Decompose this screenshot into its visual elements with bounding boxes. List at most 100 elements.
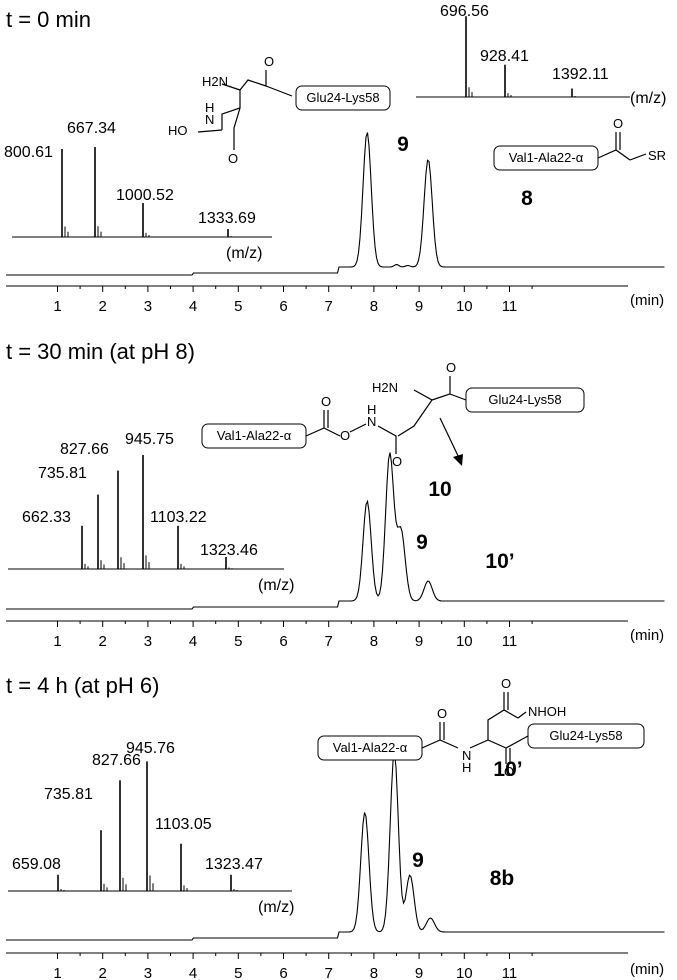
atom-label: N <box>462 748 471 763</box>
time-axis-tick-label: 11 <box>502 298 518 315</box>
time-axis-tick-label: 6 <box>279 633 287 650</box>
ms-peak-label: 659.08 <box>12 856 61 873</box>
chromatogram-trace <box>6 752 665 941</box>
time-axis-tick-label: 9 <box>415 965 423 980</box>
panel-title: t = 4 h (at pH 6) <box>6 673 159 698</box>
ms-peak-label: 1103.22 <box>150 509 207 526</box>
time-axis-unit: (min) <box>630 627 664 644</box>
peak-label-9: 9 <box>397 133 409 156</box>
chromatogram-trace <box>6 452 665 610</box>
atom-label: O <box>228 151 238 166</box>
time-axis-tick-label: 9 <box>415 633 423 650</box>
time-axis-tick-label: 4 <box>189 298 197 315</box>
time-axis-tick-label: 2 <box>99 965 107 980</box>
time-axis-tick-label: 11 <box>502 633 518 650</box>
ms-peak-label: 667.34 <box>67 120 116 137</box>
peak-label-8: 8 <box>521 187 533 210</box>
time-axis-unit: (min) <box>630 961 664 978</box>
mass-spectrum-left: 800.61 667.34 1000.52 1333.69 (m/z) <box>4 120 272 262</box>
time-axis-tick-label: 1 <box>53 633 61 650</box>
time-axis-tick-label: 10 <box>456 298 473 315</box>
time-axis-tick-label: 4 <box>189 965 197 980</box>
atom-label: O <box>501 676 511 691</box>
atom-label: O <box>321 394 331 409</box>
reaction-arrow <box>439 417 461 461</box>
structure-o-acyl-hydroxamate: Val1-Ala22-α Glu24-Lys58 O O H2N O H N O <box>201 360 585 469</box>
atom-label: H2N <box>202 74 228 89</box>
time-axis-tick-label: 2 <box>99 298 107 315</box>
atom-label: O <box>504 764 514 779</box>
time-axis-tick-label: 1 <box>53 965 61 980</box>
peak-label-10-prime: 10’ <box>493 758 522 781</box>
atom-label: H <box>367 402 376 417</box>
ms-peak-label: 1323.47 <box>205 856 263 873</box>
ms-unit: (m/z) <box>630 90 666 107</box>
chromatogram-trace <box>6 132 665 276</box>
atom-label: O <box>437 706 447 721</box>
atom-label: O <box>340 428 350 443</box>
peak-label-8b: 8b <box>490 867 515 890</box>
panel-t4h: t = 4 h (at pH 6) 1 2 3 4 5 6 7 8 9 10 11 (min) 9 … <box>6 673 665 980</box>
atom-label: H2N <box>372 380 398 395</box>
fragment-label: Val1-Ala22-α <box>509 150 584 165</box>
atom-label: HO <box>168 123 188 138</box>
structure-amide-linked: Val1-Ala22-α Glu24-Lys58 O NHOH O H N O <box>317 676 645 779</box>
time-axis-tick-label: 4 <box>189 633 197 650</box>
peak-label-10: 10 <box>428 478 451 501</box>
panel-t0: t = 0 min 1 2 3 4 5 6 7 8 9 10 11 (min) 9 8 800.61… <box>4 3 666 315</box>
time-axis-tick-label: 6 <box>279 298 287 315</box>
time-axis-tick-label: 7 <box>325 965 333 980</box>
time-axis-tick-label: 8 <box>370 965 378 980</box>
ms-unit: (m/z) <box>258 899 294 916</box>
time-axis-tick-label: 6 <box>279 965 287 980</box>
ms-peak-label: 735.81 <box>38 465 87 482</box>
time-axis-tick-label: 1 <box>53 298 61 315</box>
fragment-label: Glu24-Lys58 <box>549 728 622 743</box>
time-axis-tick-label: 7 <box>325 298 333 315</box>
ms-peak-label: 662.33 <box>22 509 71 526</box>
atom-label: O <box>613 116 623 131</box>
ms-peak-label: 1323.46 <box>200 542 258 559</box>
time-axis-tick-label: 7 <box>325 633 333 650</box>
fragment-label: Glu24-Lys58 <box>306 90 379 105</box>
time-axis-tick-label: 5 <box>234 965 242 980</box>
ms-peak-label: 827.66 <box>60 441 109 458</box>
time-axis-tick-label: 8 <box>370 633 378 650</box>
time-axis-tick-label: 2 <box>99 633 107 650</box>
ms-peak-label: 1392.11 <box>552 66 609 83</box>
time-axis-unit: (min) <box>630 292 664 309</box>
fragment-label: Val1-Ala22-α <box>217 428 292 443</box>
atom-label: N <box>367 414 376 429</box>
time-axis-tick-label: 11 <box>502 965 518 980</box>
time-axis-tick-label: 3 <box>144 965 152 980</box>
time-axis-tick-label: 3 <box>144 298 152 315</box>
ms-peak-label: 696.56 <box>440 3 489 20</box>
ms-peak-label: 1333.69 <box>198 210 256 227</box>
atom-label: SR <box>648 148 666 163</box>
atom-label: O <box>264 54 274 69</box>
time-axis-tick-label: 10 <box>456 965 473 980</box>
ms-peak-label: 928.41 <box>480 48 529 65</box>
mass-spectrum: 659.08 735.81 827.66 945.76 1103.05 1323… <box>8 740 294 916</box>
atom-label: O <box>446 360 456 375</box>
ms-peak-label: 945.76 <box>126 740 175 757</box>
ms-peak-label: 945.75 <box>125 431 174 448</box>
time-axis-ticks: 1 2 3 4 5 6 7 8 9 10 11 <box>53 286 533 315</box>
mass-spectrum-right: 696.56 928.41 1392.11 (m/z) <box>416 3 666 107</box>
atom-label: NHOH <box>528 704 566 719</box>
ms-peak-label: 1000.52 <box>116 187 174 204</box>
fragment-box <box>295 85 391 111</box>
fragment-label: Glu24-Lys58 <box>488 392 561 407</box>
time-axis-tick-label: 5 <box>234 298 242 315</box>
peak-label-9: 9 <box>416 531 428 554</box>
peak-label-9: 9 <box>412 849 424 872</box>
ms-peak-label: 827.66 <box>92 752 141 769</box>
mass-spectrum: 662.33 735.81 827.66 945.75 1103.22 1323… <box>8 431 294 594</box>
time-axis-tick-label: 5 <box>234 633 242 650</box>
time-axis-tick-label: 10 <box>456 633 473 650</box>
ms-peak-label: 800.61 <box>4 144 53 161</box>
structure-hydroxamate: H2N O H N HO O Glu24-Lys58 <box>168 54 391 166</box>
time-axis-tick-label: 8 <box>370 298 378 315</box>
peak-label-10-prime: 10’ <box>485 550 514 573</box>
